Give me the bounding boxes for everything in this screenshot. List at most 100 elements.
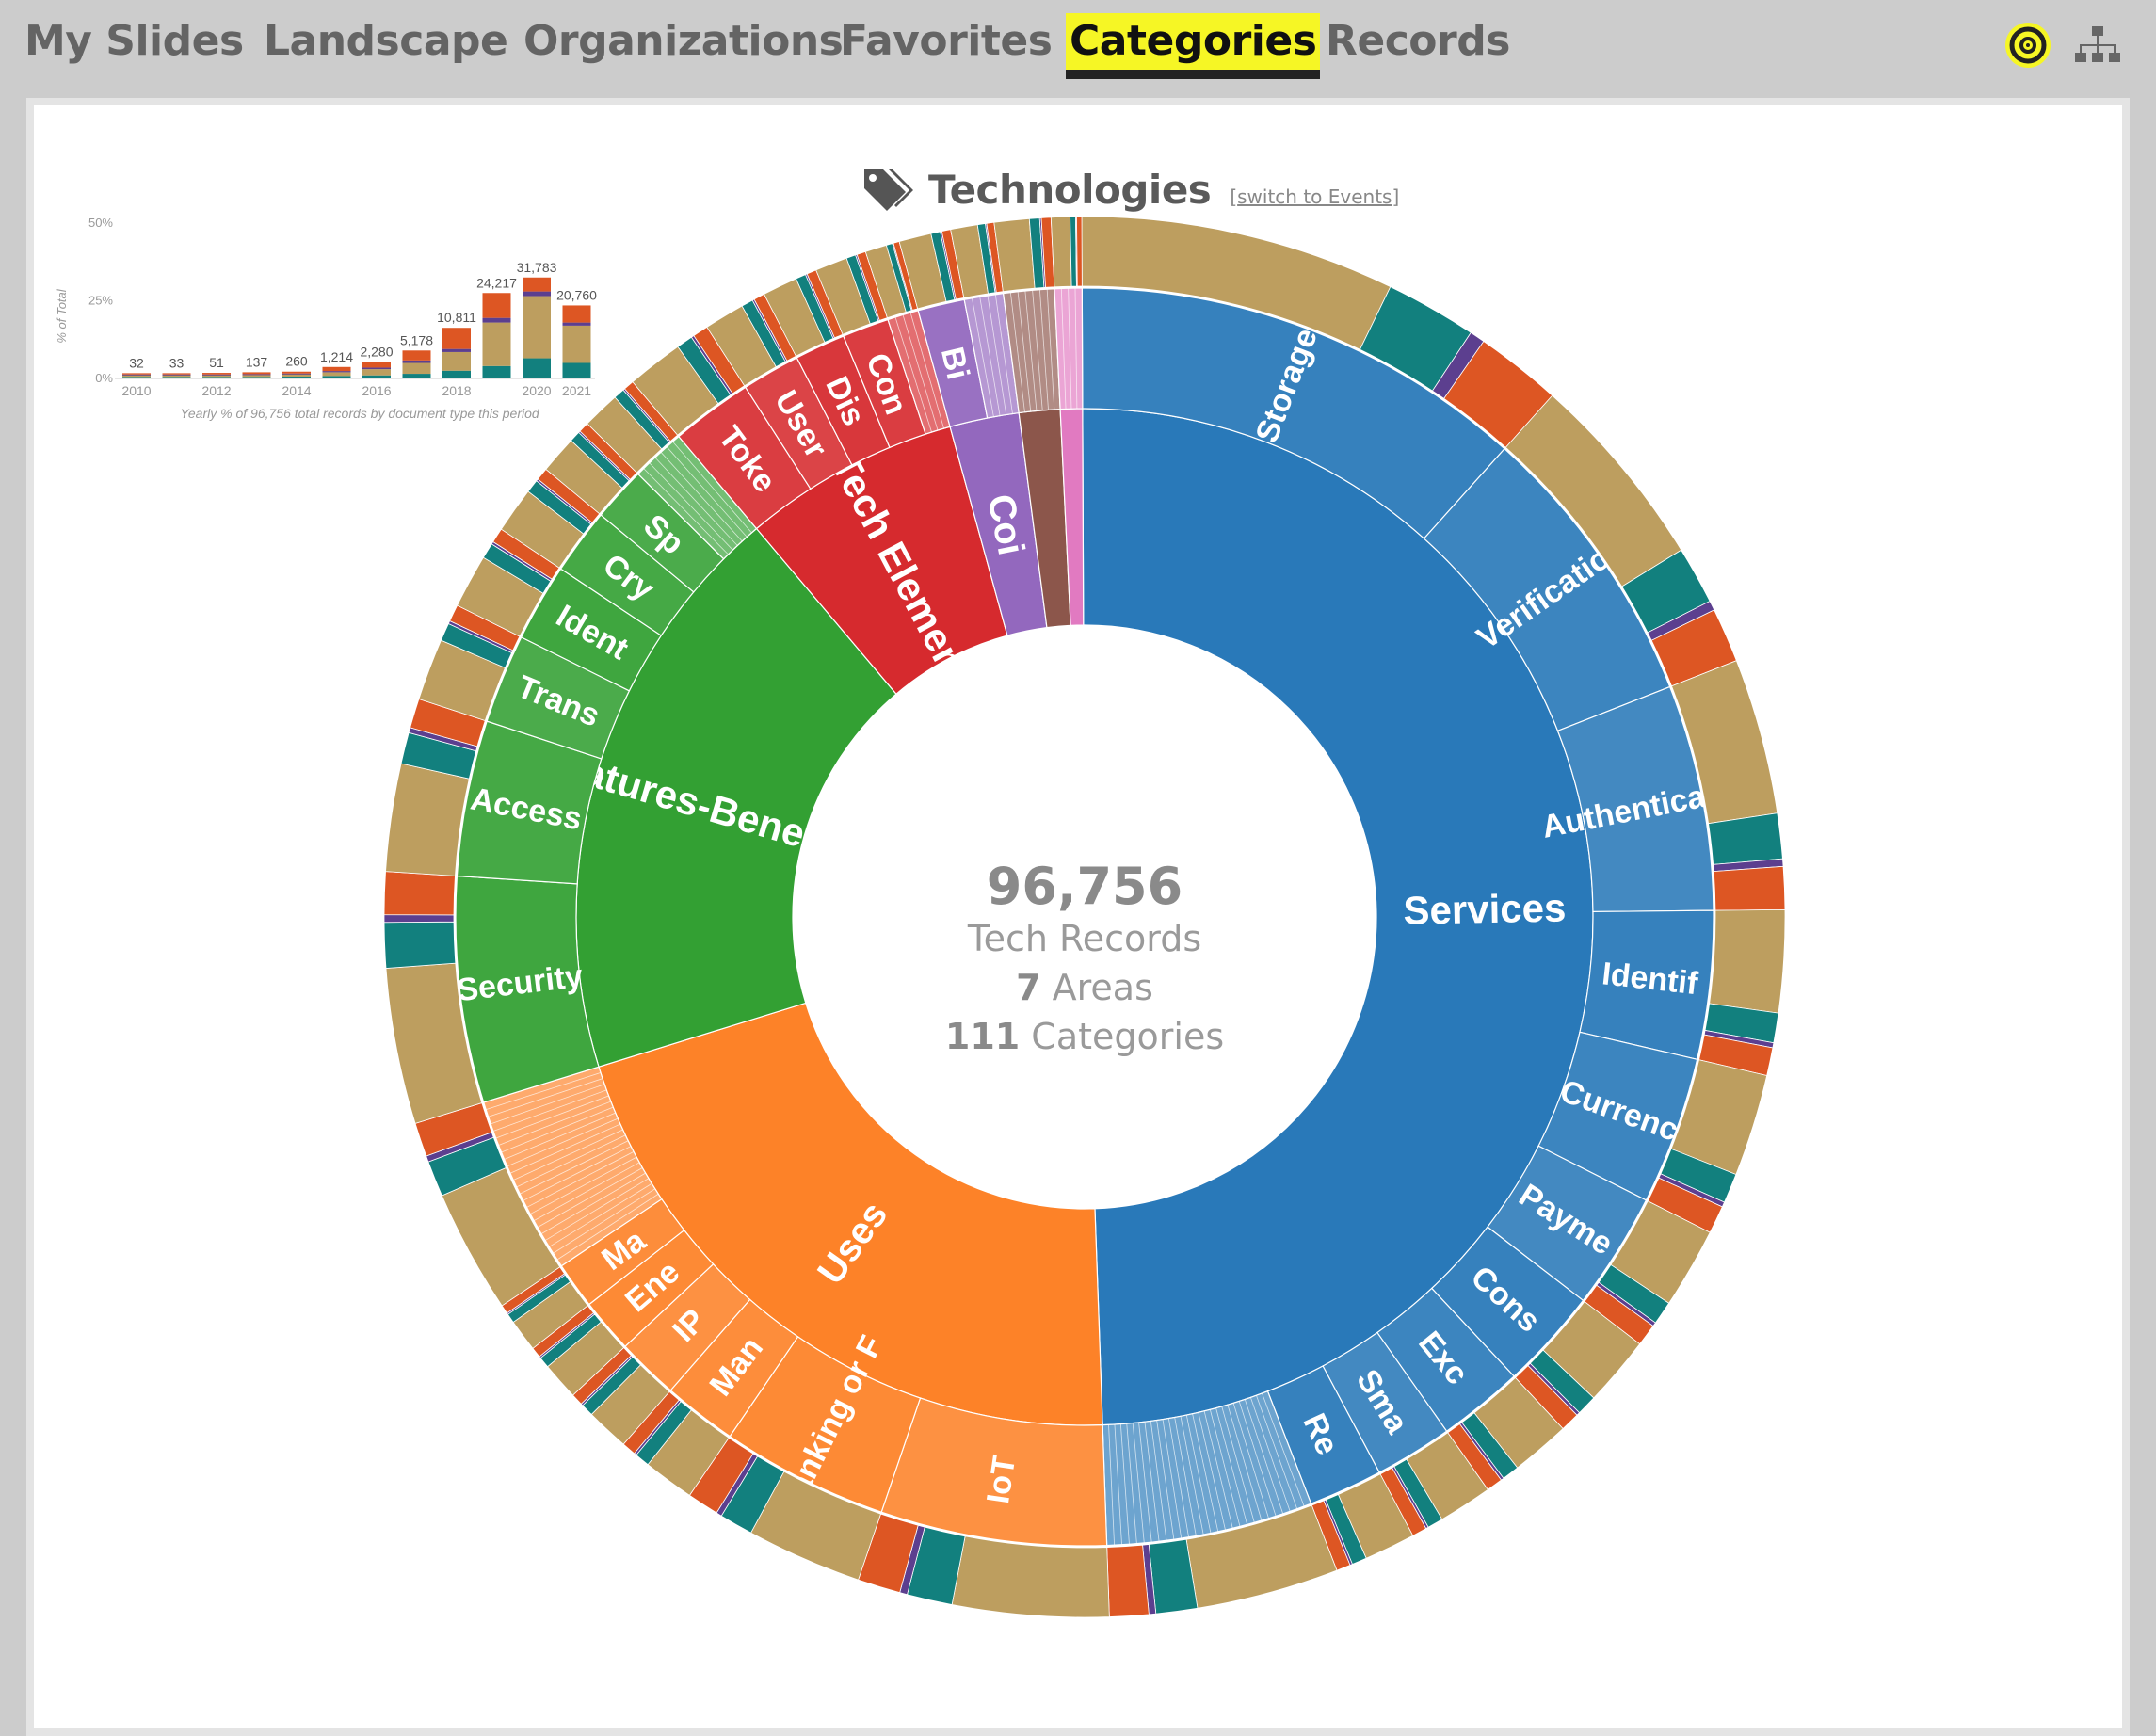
bar-2020-segment[interactable] xyxy=(523,296,551,359)
category-divider xyxy=(1215,1407,1248,1525)
bar-total-label: 2,280 xyxy=(360,345,393,360)
category-divider xyxy=(979,297,1001,416)
category-divider xyxy=(1068,288,1072,410)
bar-total-label: 20,760 xyxy=(556,287,597,302)
document-type-segment[interactable] xyxy=(1106,1544,1150,1617)
category-divider xyxy=(1227,1405,1263,1521)
category-divider xyxy=(1038,289,1049,410)
bar-2019-segment[interactable] xyxy=(482,293,511,318)
areas-label: Areas xyxy=(1053,967,1153,1008)
bar-2015-segment[interactable] xyxy=(322,366,351,372)
bar-2012-segment[interactable] xyxy=(202,374,231,376)
bar-2018-segment[interactable] xyxy=(442,348,471,352)
bar-2019-segment[interactable] xyxy=(482,365,511,378)
bar-2014-segment[interactable] xyxy=(282,371,311,374)
category-divider xyxy=(513,1129,623,1181)
category-divider xyxy=(1203,1410,1233,1529)
bar-2017-segment[interactable] xyxy=(402,350,431,361)
bar-2020-segment[interactable] xyxy=(523,291,551,297)
bar-2011-segment[interactable] xyxy=(162,375,191,378)
category-divider xyxy=(1232,1403,1269,1519)
y-tick-label: 25% xyxy=(88,294,113,308)
tab-records[interactable]: Records xyxy=(1326,17,1510,65)
bar-2021-segment[interactable] xyxy=(562,305,591,323)
bar-2016-segment[interactable] xyxy=(362,369,391,376)
category-label-bi: Bi xyxy=(934,344,976,383)
category-divider xyxy=(672,441,752,534)
areas-count: 7 xyxy=(1016,967,1040,1008)
category-divider xyxy=(485,1072,602,1111)
bar-2019-segment[interactable] xyxy=(482,317,511,323)
bar-2017-segment[interactable] xyxy=(402,374,431,378)
tab-organizations[interactable]: Organizations xyxy=(523,17,844,65)
category-divider xyxy=(488,1078,603,1117)
tags-icon xyxy=(864,169,913,211)
category-divider xyxy=(1262,1392,1305,1507)
bar-2010-segment[interactable] xyxy=(122,374,151,376)
document-type-segment[interactable] xyxy=(383,921,457,969)
category-divider xyxy=(1192,1413,1219,1532)
bar-2016-segment[interactable] xyxy=(362,375,391,378)
document-type-segment[interactable] xyxy=(383,914,455,924)
category-divider xyxy=(1060,288,1067,410)
bar-2016-segment[interactable] xyxy=(362,367,391,370)
bar-2021-segment[interactable] xyxy=(562,322,591,326)
document-type-segment[interactable] xyxy=(1709,908,1786,1014)
category-divider xyxy=(909,312,944,429)
categories-label: Categories xyxy=(1031,1016,1224,1057)
bar-2010-segment[interactable] xyxy=(122,377,151,378)
document-type-segment[interactable] xyxy=(385,763,470,876)
category-divider xyxy=(1167,1418,1189,1537)
bar-2020-segment[interactable] xyxy=(523,277,551,292)
document-type-segment[interactable] xyxy=(1050,216,1072,288)
bar-2013-segment[interactable] xyxy=(242,372,271,375)
bar-2014-segment[interactable] xyxy=(282,374,311,378)
target-icon[interactable] xyxy=(2003,21,2052,70)
bar-2021-segment[interactable] xyxy=(562,325,591,363)
bar-2015-segment[interactable] xyxy=(322,376,351,378)
y-tick-label: 0% xyxy=(95,371,113,385)
document-type-segment[interactable] xyxy=(951,1535,1110,1618)
bar-2012-segment[interactable] xyxy=(202,377,231,378)
category-divider xyxy=(1017,291,1032,412)
bar-2019-segment[interactable] xyxy=(482,322,511,366)
document-type-segment[interactable] xyxy=(1076,216,1083,287)
bar-2010-segment[interactable] xyxy=(122,375,151,378)
bar-2013-segment[interactable] xyxy=(242,374,271,376)
chart-header: Technologies [switch to Events] xyxy=(862,156,1399,222)
bar-2013-segment[interactable] xyxy=(242,377,271,378)
bar-2011-segment[interactable] xyxy=(162,377,191,378)
bar-2012-segment[interactable] xyxy=(202,375,231,378)
x-tick-label: 2016 xyxy=(362,383,391,398)
bar-2017-segment[interactable] xyxy=(402,362,431,375)
bar-2021-segment[interactable] xyxy=(562,362,591,379)
bar-2011-segment[interactable] xyxy=(162,374,191,376)
tab-my-slides[interactable]: My Slides xyxy=(24,17,244,65)
bar-2014-segment[interactable] xyxy=(282,377,311,378)
bar-2015-segment[interactable] xyxy=(322,371,351,373)
bar-2018-segment[interactable] xyxy=(442,370,471,378)
bar-2016-segment[interactable] xyxy=(362,362,391,368)
tab-landscape[interactable]: Landscape xyxy=(264,17,508,65)
bar-2013-segment[interactable] xyxy=(242,375,271,378)
bar-2015-segment[interactable] xyxy=(322,372,351,377)
switch-to-events-link[interactable]: [switch to Events] xyxy=(1230,185,1400,208)
bar-2020-segment[interactable] xyxy=(523,358,551,378)
bar-2010-segment[interactable] xyxy=(122,373,151,375)
document-type-segment[interactable] xyxy=(383,871,456,916)
chart-caption: Yearly % of 96,756 total records by docu… xyxy=(180,406,540,421)
bar-2014-segment[interactable] xyxy=(282,373,311,375)
category-divider xyxy=(492,1089,607,1132)
tab-categories[interactable]: Categories xyxy=(1066,13,1321,79)
category-divider xyxy=(1150,1421,1167,1541)
bar-2017-segment[interactable] xyxy=(402,360,431,363)
sitemap-icon[interactable] xyxy=(2073,21,2122,70)
category-divider xyxy=(533,1162,640,1221)
tab-favorites[interactable]: Favorites xyxy=(840,17,1053,65)
bar-2018-segment[interactable] xyxy=(442,328,471,349)
bar-2011-segment[interactable] xyxy=(162,373,191,375)
document-type-segment[interactable] xyxy=(1713,865,1786,911)
x-tick-label: 2014 xyxy=(282,383,311,398)
bar-2018-segment[interactable] xyxy=(442,351,471,371)
bar-2012-segment[interactable] xyxy=(202,373,231,375)
